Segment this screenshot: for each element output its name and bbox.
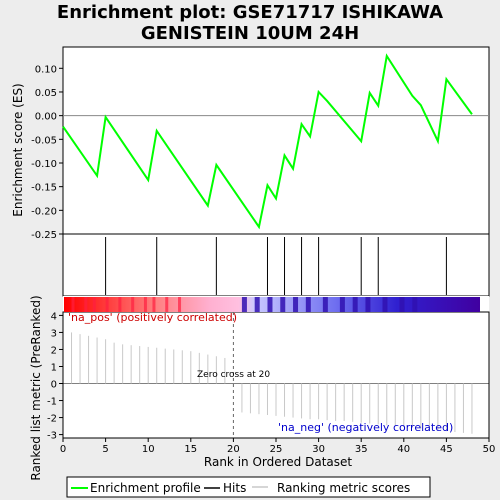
x-tick-label: 45 <box>440 444 453 455</box>
pos-label: 'na_pos' (positively correlated) <box>68 311 237 324</box>
rank-color-stripe <box>165 297 169 312</box>
rank-color-stripe <box>293 297 299 312</box>
zero-cross-label: Zero cross at 20 <box>197 370 270 380</box>
metric-y-tick-label: 2 <box>51 345 57 356</box>
chart-title: Enrichment plot: GSE71717 ISHIKAWA GENIS… <box>0 2 500 44</box>
rank-color-stripe <box>399 297 405 312</box>
rank-color-stripe <box>178 297 182 312</box>
rank-color-stripe <box>280 297 286 312</box>
x-tick-label: 10 <box>142 444 155 455</box>
legend-hits-label: Hits <box>223 481 246 495</box>
rank-color-stripe <box>241 297 247 312</box>
rank-color-stripe <box>352 297 358 312</box>
chart-title-line-1: Enrichment plot: GSE71717 ISHIKAWA <box>56 2 444 23</box>
x-axis-label: Rank in Ordered Dataset <box>204 455 352 469</box>
legend-metric-label: Ranking metric scores <box>277 481 410 495</box>
x-tick-label: 20 <box>227 444 240 455</box>
rank-color-stripe <box>365 297 371 312</box>
rank-color-stripe <box>105 297 109 312</box>
x-tick-label: 30 <box>312 444 325 455</box>
rank-color-stripe <box>267 297 273 312</box>
metric-y-tick-label: -3 <box>47 431 57 442</box>
enrichment-profile-line <box>62 53 473 230</box>
x-tick-label: 50 <box>483 444 496 455</box>
es-y-tick-label: -0.05 <box>31 135 57 146</box>
x-tick-label: 40 <box>397 444 410 455</box>
es-y-tick-label: 0.05 <box>35 88 57 99</box>
es-y-tick-label: 0.00 <box>35 112 57 123</box>
rank-color-stripe <box>382 297 388 312</box>
rank-color-stripe <box>339 297 345 312</box>
rank-color-stripe <box>152 297 156 312</box>
x-tick-label: 5 <box>102 444 108 455</box>
hits-panel <box>62 233 490 297</box>
metric-panel <box>62 311 490 439</box>
legend: Enrichment profile Hits Ranking metric s… <box>66 476 431 498</box>
rank-color-stripes <box>71 297 418 312</box>
rank-color-stripe <box>118 297 122 312</box>
rank-color-stripe <box>412 297 418 312</box>
es-axis-label: Enrichment score (ES) <box>11 83 25 216</box>
legend-enrichment-label: Enrichment profile <box>90 481 201 495</box>
neg-label: 'na_neg' (negatively correlated) <box>278 421 453 434</box>
es-y-tick-label: 0.10 <box>35 64 57 75</box>
x-tick-label: 0 <box>60 444 66 455</box>
metric-y-tick-label: -1 <box>47 397 57 408</box>
es-y-tick-label: -0.20 <box>31 206 57 217</box>
rank-color-stripe <box>92 297 96 312</box>
rank-color-stripe <box>254 297 260 312</box>
x-tick-label: 25 <box>270 444 283 455</box>
metric-y-tick-label: 1 <box>51 362 57 373</box>
rank-color-stripe <box>71 297 75 312</box>
metric-y-tick-label: 0 <box>51 380 57 391</box>
metric-y-tick-label: 3 <box>51 328 57 339</box>
rank-color-stripe <box>143 297 147 312</box>
es-y-tick-label: -0.10 <box>31 159 57 170</box>
rank-color-stripe <box>322 297 328 312</box>
x-tick-label: 15 <box>184 444 197 455</box>
es-y-tick-label: -0.25 <box>31 230 57 241</box>
rank-color-stripe <box>131 297 135 312</box>
metric-axis-label: Ranked list metric (PreRanked) <box>29 295 43 480</box>
es-y-tick-label: -0.15 <box>31 183 57 194</box>
x-tick-label: 35 <box>355 444 368 455</box>
metric-y-tick-label: 4 <box>51 311 57 322</box>
es-panel <box>62 46 490 235</box>
rank-color-stripe <box>305 297 311 312</box>
chart-title-line-2: GENISTEIN 10UM 24H <box>140 23 360 44</box>
metric-y-tick-label: -2 <box>47 414 57 425</box>
rank-color-stripe <box>84 297 88 312</box>
